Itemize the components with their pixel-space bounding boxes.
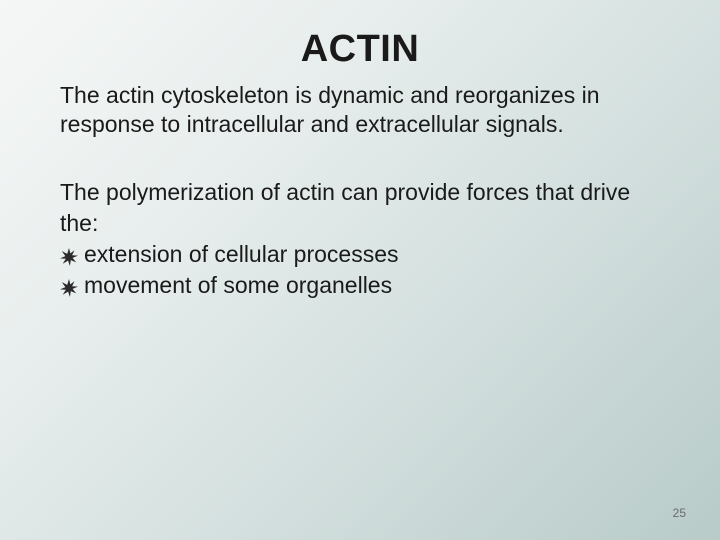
lead-in-paragraph: The polymerization of actin can provide … [60, 177, 660, 239]
bullet-item: extension of cellular processes [60, 239, 660, 270]
starburst-icon [60, 243, 78, 261]
slide-title: ACTIN [60, 28, 660, 71]
page-number: 25 [673, 506, 686, 520]
bullet-item: movement of some organelles [60, 270, 660, 301]
bullet-text: movement of some organelles [84, 270, 392, 301]
bullet-text: extension of cellular processes [84, 239, 399, 270]
slide-content: ACTIN The actin cytoskeleton is dynamic … [0, 0, 720, 301]
starburst-icon [60, 274, 78, 292]
intro-paragraph: The actin cytoskeleton is dynamic and re… [60, 81, 660, 139]
